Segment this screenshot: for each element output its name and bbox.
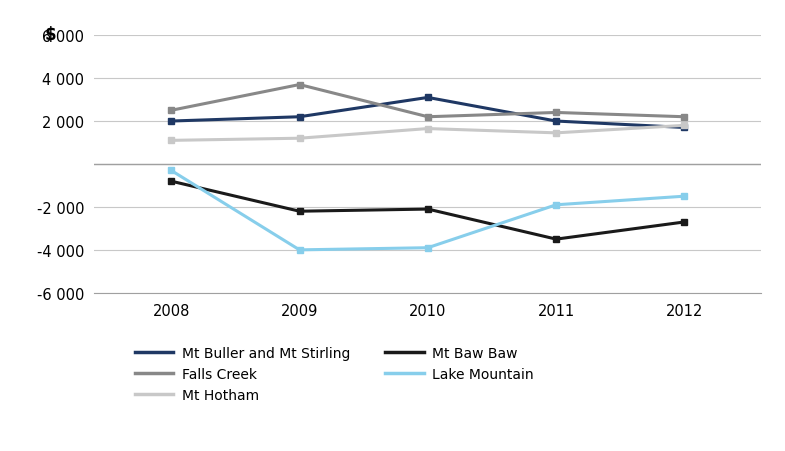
Text: $: $ [44,26,56,44]
Legend: Mt Buller and Mt Stirling, Falls Creek, Mt Hotham, Mt Baw Baw, Lake Mountain: Mt Buller and Mt Stirling, Falls Creek, … [134,346,534,402]
